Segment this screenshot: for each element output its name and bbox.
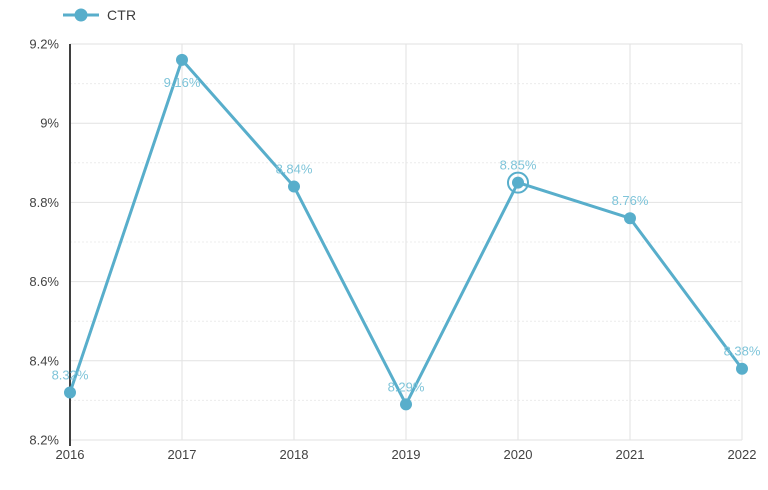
x-axis-tick-label: 2020 <box>504 447 533 462</box>
data-label-2018: 8.84% <box>276 162 313 177</box>
x-axis-tick-label: 2016 <box>56 447 85 462</box>
data-point-2019[interactable] <box>400 398 412 411</box>
x-axis-tick-label: 2019 <box>392 447 421 462</box>
y-axis-tick-label: 9% <box>40 116 59 131</box>
data-point-2017[interactable] <box>176 53 188 66</box>
data-label-2020: 8.85% <box>500 158 537 173</box>
emphasis-ring <box>507 171 529 194</box>
y-axis-tick-label: 9.2% <box>29 37 59 52</box>
x-axis-tick-label: 2017 <box>168 447 197 462</box>
data-point-2018[interactable] <box>288 180 300 193</box>
y-axis-tick-label: 8.4% <box>29 353 59 368</box>
x-axis-tick-label: 2022 <box>728 447 757 462</box>
y-axis-tick-label: 8.2% <box>29 433 59 448</box>
data-point-2016[interactable] <box>64 386 76 399</box>
legend-line-marker-icon <box>63 8 99 22</box>
legend-label: CTR <box>107 7 137 23</box>
data-label-2016: 8.32% <box>52 367 89 382</box>
data-label-2019: 8.29% <box>388 379 425 394</box>
data-label-2017: 9.16% <box>164 75 201 90</box>
y-axis-tick-label: 8.8% <box>29 195 59 210</box>
x-axis-tick-label: 2021 <box>616 447 645 462</box>
data-point-2021[interactable] <box>624 212 636 225</box>
data-point-2022[interactable] <box>736 362 748 375</box>
data-label-2021: 8.76% <box>612 193 649 208</box>
data-label-2022: 8.38% <box>724 344 761 359</box>
legend-item-ctr[interactable]: CTR <box>61 7 136 23</box>
y-axis-tick-label: 8.6% <box>29 274 59 289</box>
x-axis-tick-label: 2018 <box>280 447 309 462</box>
data-point-2020[interactable] <box>512 176 524 189</box>
